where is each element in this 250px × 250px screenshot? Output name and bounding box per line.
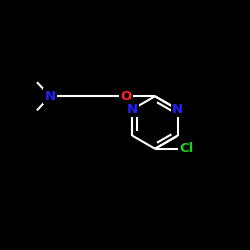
Text: N: N — [44, 90, 56, 103]
Text: N: N — [172, 103, 183, 116]
Text: O: O — [121, 90, 132, 103]
Text: N: N — [127, 103, 138, 116]
Text: Cl: Cl — [179, 142, 194, 155]
